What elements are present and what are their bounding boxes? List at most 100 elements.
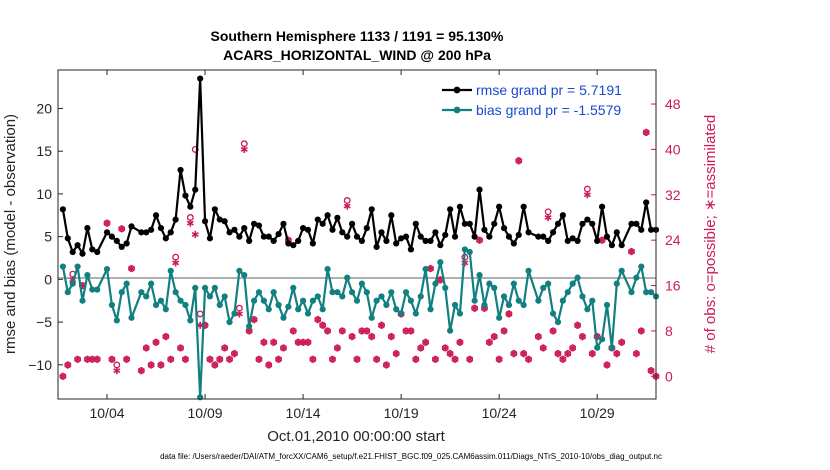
rmse-marker <box>177 166 184 174</box>
x-tick-label: 10/14 <box>286 405 321 421</box>
assimilated-obs-marker <box>103 219 111 227</box>
legend: rmse grand pr = 5.7191 bias grand pr = -… <box>442 82 622 118</box>
assimilated-obs-marker <box>93 355 101 363</box>
assimilated-obs-marker <box>476 236 484 244</box>
assimilated-obs-marker <box>559 355 567 363</box>
rmse-marker <box>378 229 385 236</box>
assimilated-obs-marker <box>191 230 199 239</box>
rmse-marker <box>221 218 228 225</box>
rmse-marker <box>246 237 253 245</box>
rmse-marker <box>211 206 218 213</box>
bias-marker <box>260 297 267 304</box>
rmse-marker <box>505 233 513 240</box>
bias-marker <box>643 289 650 296</box>
bias-marker <box>515 297 522 304</box>
bias-marker <box>113 317 120 324</box>
assimilated-obs-marker <box>59 372 67 380</box>
rmse-marker <box>466 220 473 227</box>
bias-marker <box>554 318 562 326</box>
bias-marker <box>157 297 165 304</box>
rmse-marker <box>201 218 209 225</box>
rmse-marker <box>589 220 596 227</box>
y-axis-label: rmse and bias (model - observation) <box>2 114 19 354</box>
rmse-marker <box>353 233 361 240</box>
bias-marker <box>216 301 223 309</box>
assimilated-obs-marker <box>333 344 341 352</box>
rmse-marker <box>540 233 547 240</box>
legend-bias-label: bias grand pr = -1.5579 <box>476 102 621 118</box>
bias-marker <box>427 306 434 313</box>
rmse-marker <box>148 226 155 233</box>
assimilated-obs-marker <box>172 259 180 267</box>
assimilated-obs-marker <box>618 338 626 346</box>
rmse-marker <box>579 220 586 227</box>
rmse-marker <box>628 220 635 227</box>
rmse-marker <box>603 233 611 240</box>
assimilated-obs-marker <box>603 361 611 369</box>
rmse-marker <box>216 216 223 223</box>
rmse-marker <box>545 237 552 245</box>
assimilated-obs-marker <box>525 355 533 363</box>
bias-marker <box>373 297 380 304</box>
bias-marker <box>231 310 238 317</box>
bias-marker <box>647 289 655 296</box>
assimilated-obs-marker <box>211 361 219 369</box>
rmse-marker <box>295 237 302 245</box>
assimilated-obs-marker <box>490 333 498 341</box>
assimilated-obs-marker <box>157 361 165 369</box>
assimilated-obs-marker <box>588 350 596 358</box>
rmse-marker <box>334 214 341 221</box>
bias-marker <box>358 280 366 287</box>
rmse-marker <box>447 206 454 213</box>
bias-marker <box>388 289 395 296</box>
assimilated-obs-marker <box>142 344 150 352</box>
assimilated-obs-marker <box>250 315 258 324</box>
assimilated-obs-marker <box>392 350 400 358</box>
bias-marker <box>270 289 277 296</box>
assimilated-obs-marker <box>186 219 194 227</box>
bias-marker <box>564 289 571 296</box>
assimilated-obs-marker <box>373 355 381 363</box>
rmse-marker <box>260 233 267 240</box>
bias-marker <box>412 310 419 317</box>
bias-marker <box>334 289 341 296</box>
assimilated-obs-marker <box>382 361 390 369</box>
rmse-marker <box>94 248 101 256</box>
rmse-marker <box>608 242 615 249</box>
bias-marker <box>177 297 184 304</box>
y2-tick-label: 24 <box>665 232 681 248</box>
assimilated-obs-marker <box>446 350 454 358</box>
rmse-marker <box>231 226 238 233</box>
bias-marker <box>398 310 405 317</box>
assimilated-obs-marker <box>64 361 72 369</box>
y2-axis-label: # of obs: o=possible; ∗=assimilated <box>702 115 719 354</box>
legend-bias-marker <box>453 106 461 114</box>
bias-marker <box>344 274 351 281</box>
assimilated-obs-marker <box>309 355 317 363</box>
rmse-marker <box>559 212 566 219</box>
rmse-marker <box>314 216 321 223</box>
bias-marker <box>466 248 473 256</box>
rmse-marker <box>535 233 542 240</box>
bias-marker <box>74 263 81 270</box>
rmse-marker <box>569 235 576 242</box>
bias-marker <box>584 306 591 313</box>
rmse-marker <box>69 248 76 256</box>
y2-tick-label: 48 <box>665 96 681 112</box>
rmse-marker <box>633 220 640 227</box>
rmse-marker <box>319 220 326 227</box>
rmse-marker <box>324 212 331 219</box>
bias-marker <box>417 293 424 300</box>
assimilated-obs-marker <box>181 355 189 363</box>
rmse-marker <box>510 240 517 247</box>
y2-tick-label: 8 <box>665 323 673 339</box>
assimilated-obs-marker <box>270 338 278 346</box>
assimilated-obs-marker <box>255 355 263 363</box>
bias-marker <box>486 280 493 287</box>
bias-marker <box>393 306 400 313</box>
assimilated-obs-marker <box>505 310 513 318</box>
assimilated-obs-marker <box>137 367 145 375</box>
bias-marker <box>496 314 503 321</box>
bias-marker <box>589 297 596 304</box>
rmse-marker <box>348 220 356 227</box>
